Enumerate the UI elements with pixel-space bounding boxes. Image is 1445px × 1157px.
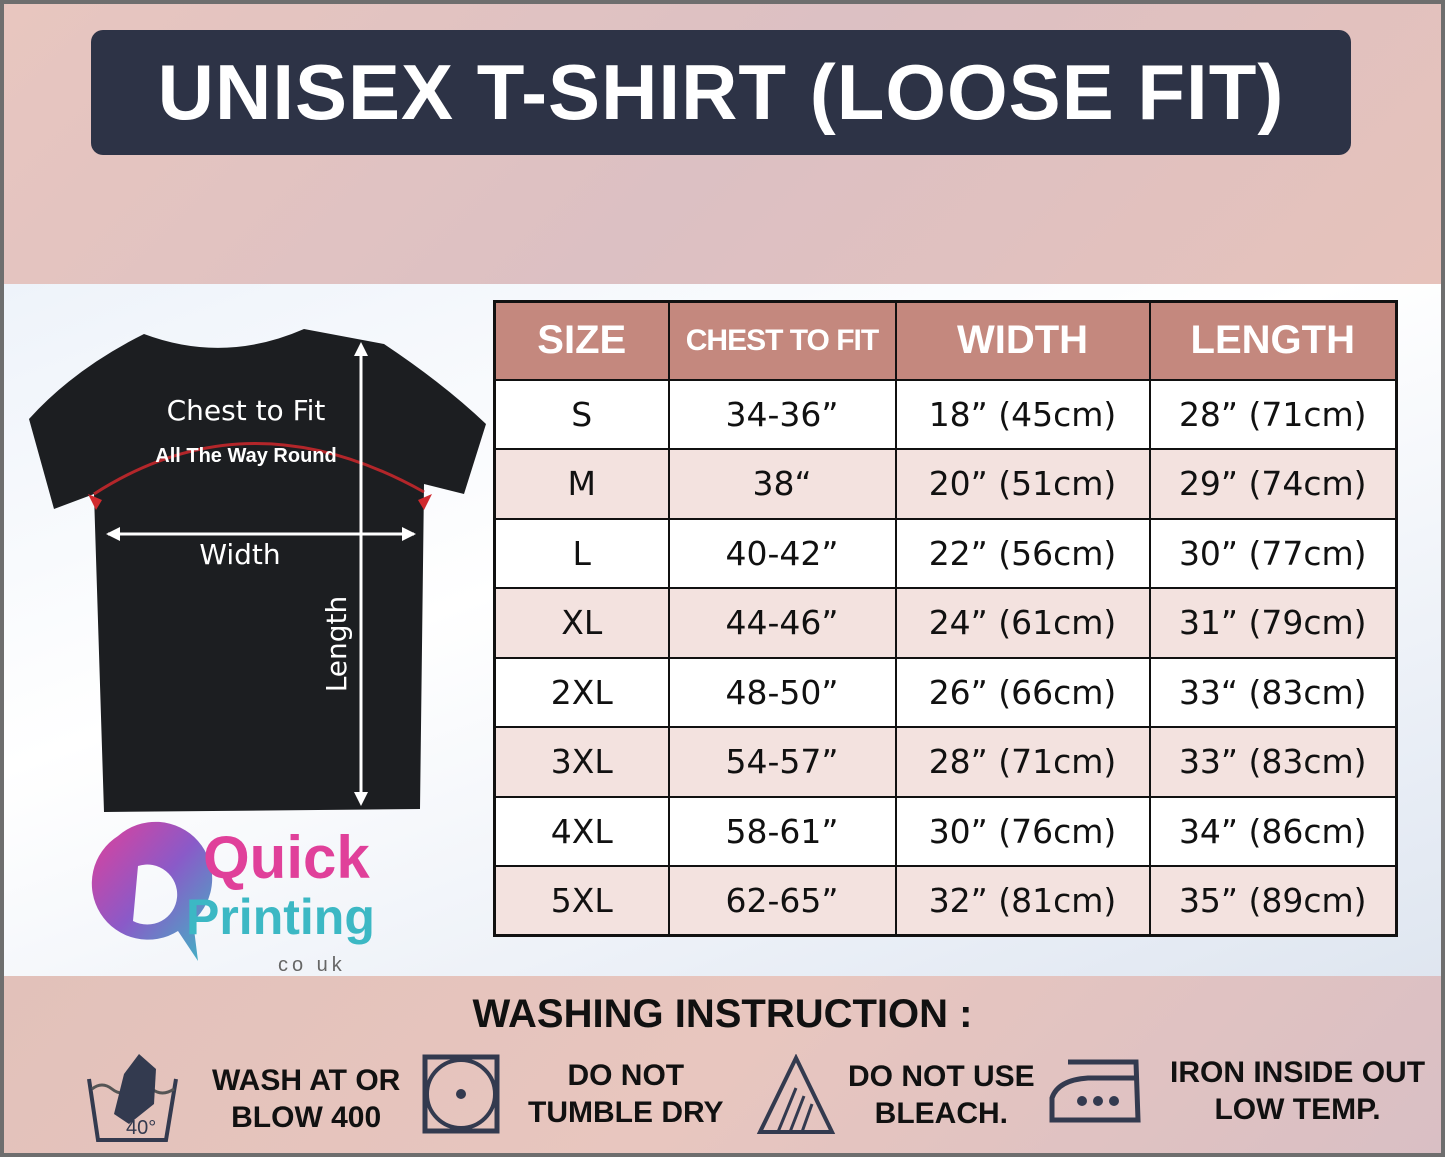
chest-sublabel: All The Way Round bbox=[155, 445, 336, 467]
header-length: LENGTH bbox=[1148, 300, 1398, 381]
care-label: DO NOT USE BLEACH. bbox=[848, 1060, 1035, 1130]
tshirt-diagram: Chest to Fit All The Way Round Width Len… bbox=[29, 329, 486, 812]
care-item-bleach: DO NOT USE BLEACH. bbox=[756, 1054, 1035, 1136]
no-tumble-dry-icon bbox=[422, 1054, 500, 1134]
cell-length: 30” (77cm) bbox=[1148, 517, 1398, 589]
cell-width: 18” (45cm) bbox=[894, 378, 1151, 450]
quick-printing-logo: Quick Printing co uk bbox=[91, 821, 375, 976]
cell-width: 26” (66cm) bbox=[894, 656, 1151, 728]
length-label: Length bbox=[320, 596, 353, 693]
logo-printing: Printing bbox=[186, 889, 375, 945]
cell-chest: 58-61” bbox=[667, 795, 897, 867]
cell-size: 2XL bbox=[493, 656, 670, 728]
cell-chest: 54-57” bbox=[667, 726, 897, 798]
cell-width: 24” (61cm) bbox=[894, 587, 1151, 659]
page-title: UNISEX T-SHIRT (LOOSE FIT) bbox=[157, 48, 1285, 136]
header-chest: CHEST TO FIT bbox=[667, 300, 897, 381]
size-chart: UNISEX T-SHIRT (LOOSE FIT) Chest to Fit … bbox=[4, 4, 1441, 1153]
logo-domain: co uk bbox=[278, 954, 346, 976]
cell-length: 31” (79cm) bbox=[1148, 587, 1398, 659]
hand-wash-40-icon: 40° bbox=[87, 1054, 178, 1142]
cell-length: 29” (74cm) bbox=[1148, 448, 1398, 520]
cell-size: 3XL bbox=[493, 726, 670, 798]
cell-length: 34” (86cm) bbox=[1148, 795, 1398, 867]
cell-chest: 62-65” bbox=[667, 865, 897, 937]
header-width: WIDTH bbox=[894, 300, 1151, 381]
table-row: XL 44-46” 24” (61cm) 31” (79cm) bbox=[493, 587, 1398, 659]
wash-temp: 40° bbox=[126, 1117, 156, 1139]
cell-size: 5XL bbox=[493, 865, 670, 937]
care-item-iron: IRON INSIDE OUT LOW TEMP. bbox=[1048, 1054, 1425, 1128]
header-size: SIZE bbox=[493, 300, 670, 381]
cell-size: L bbox=[493, 517, 670, 589]
table-row: 2XL 48-50” 26” (66cm) 33“ (83cm) bbox=[493, 656, 1398, 728]
table-row: 5XL 62-65” 32” (81cm) 35” (89cm) bbox=[493, 865, 1398, 937]
cell-length: 28” (71cm) bbox=[1148, 378, 1398, 450]
cell-width: 22” (56cm) bbox=[894, 517, 1151, 589]
logo-quick: Quick bbox=[203, 824, 370, 891]
cell-chest: 48-50” bbox=[667, 656, 897, 728]
cell-width: 32” (81cm) bbox=[894, 865, 1151, 937]
table-row: 4XL 58-61” 30” (76cm) 34” (86cm) bbox=[493, 795, 1398, 867]
cell-length: 35” (89cm) bbox=[1148, 865, 1398, 937]
table-row: L 40-42” 22” (56cm) 30” (77cm) bbox=[493, 517, 1398, 589]
cell-chest: 40-42” bbox=[667, 517, 897, 589]
cell-size: 4XL bbox=[493, 795, 670, 867]
cell-chest: 34-36” bbox=[667, 378, 897, 450]
care-label: WASH AT OR BLOW 400 bbox=[212, 1064, 401, 1134]
title-banner: UNISEX T-SHIRT (LOOSE FIT) bbox=[91, 30, 1351, 155]
washing-title: WASHING INSTRUCTION : bbox=[472, 992, 973, 1036]
table-row: M 38“ 20” (51cm) 29” (74cm) bbox=[493, 448, 1398, 520]
table-row: 3XL 54-57” 28” (71cm) 33” (83cm) bbox=[493, 726, 1398, 798]
care-item-wash: 40° WASH AT OR BLOW 400 bbox=[84, 1054, 400, 1144]
cell-size: XL bbox=[493, 587, 670, 659]
table-header-row: SIZE CHEST TO FIT WIDTH LENGTH bbox=[493, 300, 1398, 381]
no-bleach-icon bbox=[756, 1054, 836, 1134]
iron-icon bbox=[1049, 1059, 1141, 1123]
table-row: S 34-36” 18” (45cm) 28” (71cm) bbox=[493, 378, 1398, 450]
cell-width: 20” (51cm) bbox=[894, 448, 1151, 520]
cell-width: 28” (71cm) bbox=[894, 726, 1151, 798]
cell-length: 33” (83cm) bbox=[1148, 726, 1398, 798]
care-item-tumble: DO NOT TUMBLE DRY bbox=[422, 1054, 724, 1134]
cell-length: 33“ (83cm) bbox=[1148, 656, 1398, 728]
care-label: IRON INSIDE OUT LOW TEMP. bbox=[1170, 1056, 1426, 1126]
bottom-background bbox=[4, 976, 1441, 1153]
cell-size: M bbox=[493, 448, 670, 520]
cell-size: S bbox=[493, 378, 670, 450]
size-table: SIZE CHEST TO FIT WIDTH LENGTH S 34-36” 18… bbox=[493, 300, 1398, 937]
width-label: Width bbox=[199, 538, 280, 571]
cell-width: 30” (76cm) bbox=[894, 795, 1151, 867]
cell-chest: 38“ bbox=[667, 448, 897, 520]
cell-chest: 44-46” bbox=[667, 587, 897, 659]
care-label: DO NOT TUMBLE DRY bbox=[528, 1059, 724, 1129]
chest-label: Chest to Fit bbox=[167, 394, 326, 427]
